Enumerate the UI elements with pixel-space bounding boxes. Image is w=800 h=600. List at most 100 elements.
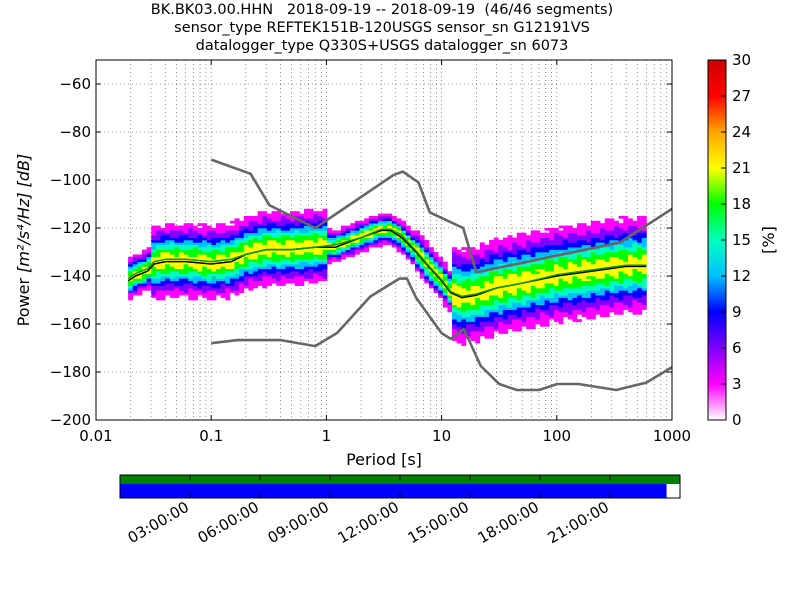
heatmap-cell — [262, 278, 268, 282]
heatmap-cell — [239, 288, 245, 291]
heatmap-cell — [641, 237, 647, 241]
heatmap-cell — [512, 319, 518, 322]
heatmap-cell — [530, 300, 536, 303]
heatmap-cell — [549, 297, 555, 301]
heatmap-cell — [155, 290, 161, 294]
heatmap-cell — [262, 218, 268, 222]
heatmap-cell — [627, 307, 633, 310]
heatmap-cell — [220, 273, 226, 277]
heatmap-cell — [526, 242, 532, 246]
heatmap-cell — [590, 225, 596, 229]
heatmap-cell — [526, 237, 532, 241]
heatmap-cell — [248, 261, 254, 265]
heatmap-cell — [549, 280, 555, 284]
heatmap-cell — [595, 256, 601, 260]
heatmap-cell — [489, 252, 495, 255]
heatmap-cell — [609, 288, 615, 291]
heatmap-cell — [507, 290, 513, 294]
heatmap-cell — [438, 276, 444, 279]
heatmap-cell — [290, 252, 296, 255]
heatmap-cell — [234, 225, 240, 229]
x-tick-label: 100 — [542, 427, 571, 445]
heatmap-cell — [595, 261, 601, 265]
heatmap-cell — [637, 254, 643, 258]
heatmap-cell — [461, 319, 467, 322]
heatmap-cell — [280, 280, 286, 284]
colorbar-tick-label: 24 — [732, 123, 751, 141]
heatmap-cell — [484, 244, 490, 248]
heatmap-cell — [364, 249, 370, 253]
heatmap-cell — [577, 290, 582, 294]
heatmap-cell — [604, 252, 610, 255]
heatmap-cell — [257, 223, 263, 226]
heatmap-cell — [368, 240, 374, 243]
heatmap-cell — [262, 216, 268, 219]
heatmap-cell — [604, 309, 610, 313]
heatmap-cell — [526, 264, 532, 267]
heatmap-cell — [266, 256, 272, 260]
heatmap-cell — [368, 220, 374, 224]
heatmap-cell — [586, 273, 592, 277]
heatmap-cell — [220, 240, 226, 243]
heatmap-cell — [544, 232, 550, 236]
heatmap-cell — [479, 326, 485, 330]
heatmap-cell — [303, 230, 309, 234]
heatmap-cell — [627, 259, 633, 262]
heatmap-cell — [595, 259, 601, 262]
heatmap-cell — [169, 295, 175, 298]
heatmap-cell — [544, 266, 550, 270]
heatmap-cell — [572, 254, 578, 258]
heatmap-cell — [512, 266, 518, 270]
heatmap-cell — [498, 302, 504, 306]
heatmap-cell — [271, 247, 277, 250]
heatmap-cell — [502, 276, 508, 279]
heatmap-cell — [521, 235, 527, 238]
heatmap-cell — [433, 278, 439, 282]
heatmap-cell — [239, 232, 245, 236]
heatmap-cell — [128, 264, 134, 267]
heatmap-cell — [470, 283, 476, 286]
heatmap-cell — [489, 264, 495, 267]
heatmap-cell — [530, 292, 536, 296]
heatmap-cell — [563, 276, 569, 279]
heatmap-cell — [586, 252, 592, 255]
heatmap-cell — [188, 276, 194, 279]
heatmap-cell — [266, 247, 272, 250]
heatmap-cell — [632, 309, 638, 313]
heatmap-cell — [276, 218, 282, 222]
heatmap-cell — [470, 328, 476, 332]
heatmap-cell — [507, 252, 513, 255]
heatmap-cell — [641, 228, 647, 231]
heatmap-cell — [516, 324, 522, 327]
heatmap-cell — [378, 232, 383, 236]
heatmap-cell — [165, 225, 171, 229]
heatmap-cell — [262, 280, 268, 284]
heatmap-cell — [234, 266, 240, 270]
heatmap-cell — [549, 230, 555, 234]
y-tick-label: −120 — [50, 219, 91, 237]
heatmap-cell — [558, 232, 564, 236]
heatmap-cell — [234, 280, 240, 284]
heatmap-cell — [586, 309, 592, 313]
heatmap-cell — [535, 235, 541, 238]
heatmap-cell — [586, 307, 592, 310]
heatmap-cell — [202, 225, 208, 229]
heatmap-cell — [526, 266, 532, 270]
heatmap-cell — [262, 225, 268, 229]
heatmap-cell — [456, 340, 462, 344]
heatmap-cell — [174, 249, 180, 253]
heatmap-cell — [484, 314, 490, 318]
heatmap-cell — [340, 249, 346, 253]
heatmap-cell — [563, 235, 569, 238]
heatmap-cell — [433, 261, 439, 265]
heatmap-cell — [641, 259, 647, 262]
heatmap-cell — [271, 266, 277, 270]
heatmap-cell — [322, 247, 328, 250]
heatmap-cell — [484, 273, 490, 277]
heatmap-cell — [590, 261, 596, 265]
heatmap-cell — [225, 259, 231, 262]
heatmap-cell — [290, 242, 296, 246]
heatmap-cell — [415, 268, 420, 272]
heatmap-cell — [526, 316, 532, 320]
heatmap-cell — [350, 230, 356, 234]
